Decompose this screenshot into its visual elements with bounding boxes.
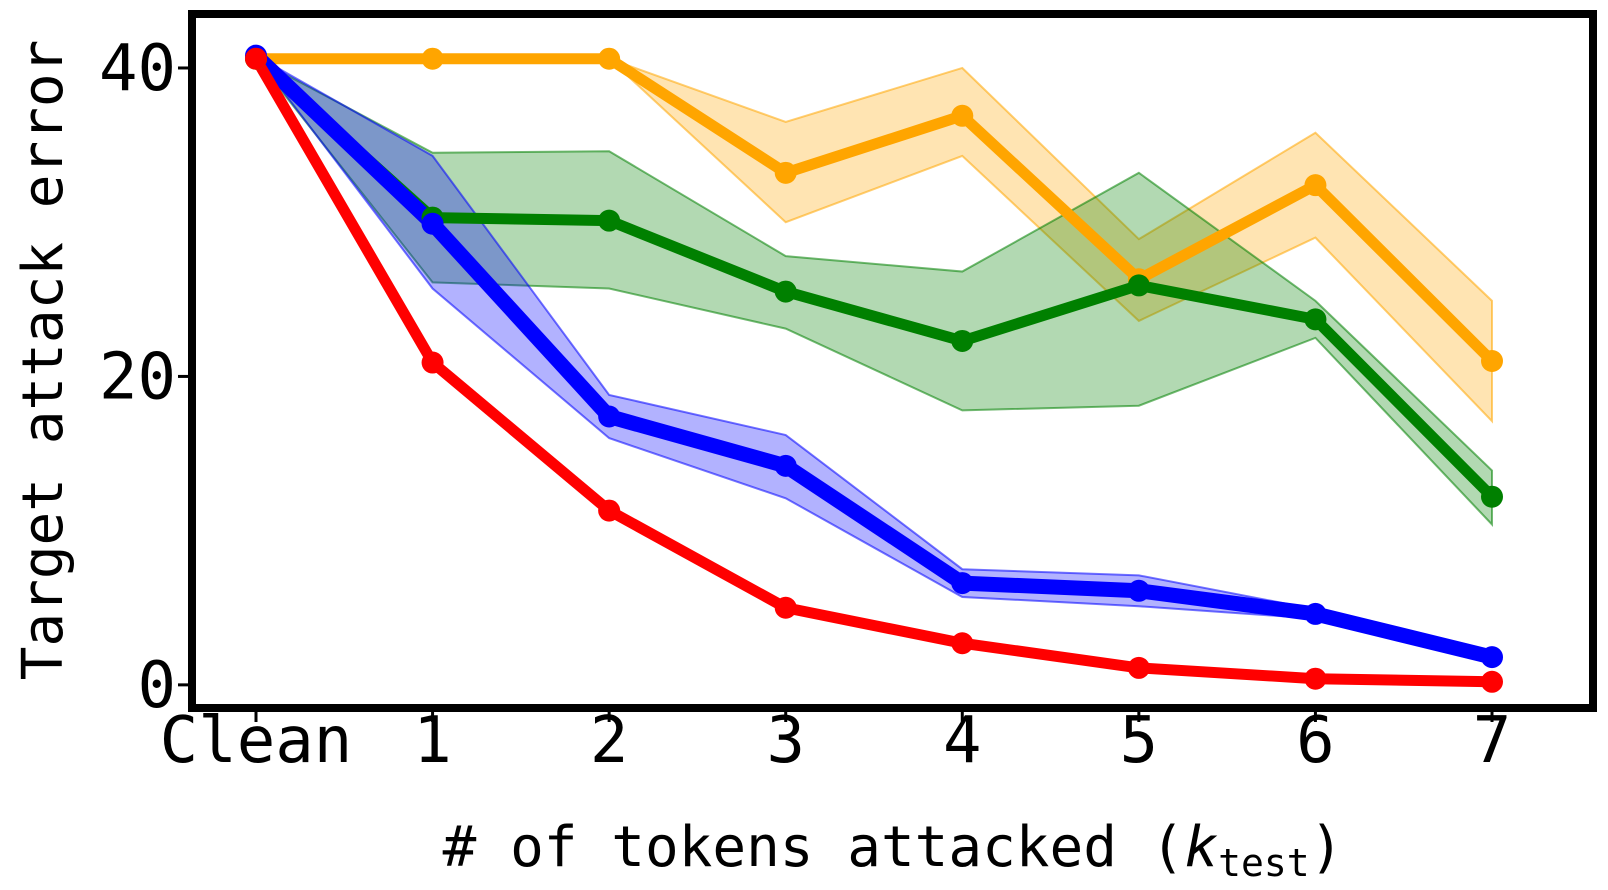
x-tick-label-2: 2 (590, 704, 629, 778)
y-tick-label-0: 0 (137, 649, 176, 723)
y-tick-label-2: 40 (99, 32, 176, 106)
series-line-blue (248, 48, 1500, 665)
point-red-0 (245, 47, 267, 70)
point-orange-1 (421, 47, 444, 70)
y-axis-ticks: 0 20 40 (99, 32, 188, 723)
point-orange-3 (774, 161, 797, 184)
point-blue-5 (1127, 579, 1150, 602)
x-tick-label-4: 4 (943, 704, 982, 778)
x-axis-title-sub: test (1218, 841, 1310, 885)
x-axis-title-text: # of tokens attacked ( (443, 815, 1185, 880)
series-line-red (250, 53, 1498, 688)
x-axis-ticks: Clean 1 2 3 4 5 6 7 (160, 704, 1512, 778)
point-red-4 (951, 632, 974, 655)
point-orange-4 (951, 104, 974, 127)
series-lines (248, 48, 1500, 688)
point-red-5 (1127, 656, 1150, 679)
point-blue-6 (1304, 602, 1327, 625)
x-tick-label-6: 6 (1296, 704, 1335, 778)
y-tick-label-1: 20 (99, 340, 176, 414)
point-blue-2 (598, 405, 621, 428)
series-line-green (250, 53, 1498, 503)
point-blue-3 (774, 454, 797, 477)
point-green-2 (598, 209, 621, 232)
point-orange-6 (1304, 174, 1327, 197)
series-line-orange (250, 53, 1498, 367)
x-axis-title-close: ) (1310, 815, 1344, 880)
x-tick-label-3: 3 (766, 704, 805, 778)
point-red-3 (774, 596, 797, 619)
point-green-3 (774, 280, 797, 303)
point-red-2 (598, 499, 621, 522)
point-blue-1 (421, 212, 444, 235)
x-axis-title: # of tokens attacked (ktest) (443, 815, 1344, 885)
point-green-4 (951, 329, 974, 352)
y-axis-title: Target attack error (11, 40, 76, 681)
point-orange-7 (1481, 350, 1503, 372)
point-orange-2 (598, 47, 621, 70)
point-blue-7 (1481, 646, 1503, 669)
x-tick-label-7: 7 (1473, 704, 1512, 778)
point-green-7 (1481, 485, 1503, 508)
series-markers (245, 44, 1503, 693)
x-tick-label-0: Clean (160, 704, 353, 778)
x-axis-title-var: k (1184, 815, 1218, 880)
point-red-7 (1481, 670, 1503, 693)
point-red-6 (1304, 667, 1327, 690)
point-blue-4 (951, 572, 974, 595)
point-green-6 (1304, 308, 1327, 331)
x-tick-label-5: 5 (1120, 704, 1159, 778)
point-green-5 (1127, 274, 1150, 297)
plot-frame (188, 10, 1597, 712)
point-red-1 (421, 351, 444, 374)
x-tick-label-1: 1 (413, 704, 452, 778)
